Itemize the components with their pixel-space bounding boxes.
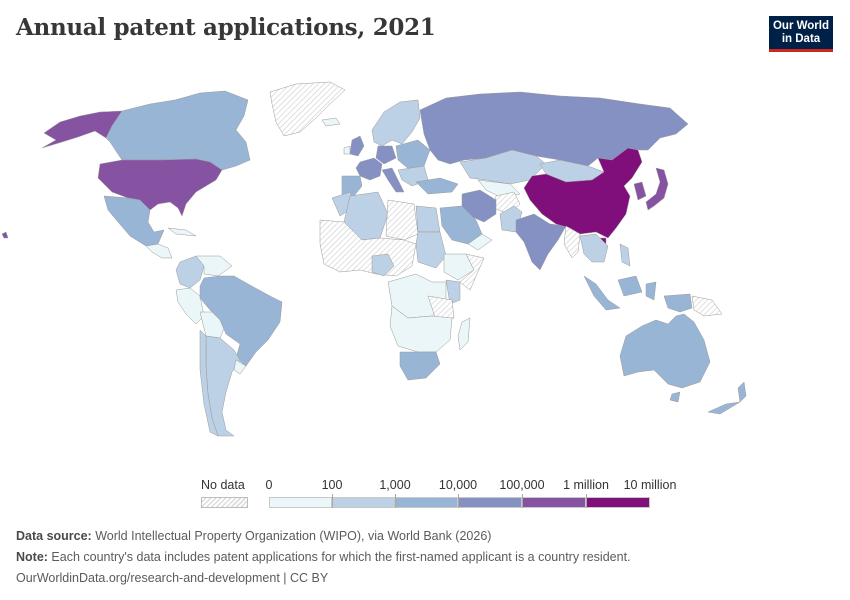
country-libya[interactable] xyxy=(385,199,419,241)
country-nigeria[interactable] xyxy=(371,253,395,277)
country-hawaii[interactable] xyxy=(1,231,9,239)
legend-no-data-swatch[interactable] xyxy=(201,497,248,508)
country-chile[interactable] xyxy=(199,329,219,437)
legend-tick xyxy=(522,494,523,508)
legend-tick-label: 1 million xyxy=(563,478,609,492)
chart-title: Annual patent applications, 2021 xyxy=(16,14,436,41)
owid-logo[interactable]: Our World in Data xyxy=(769,16,833,52)
country-new-zealand[interactable] xyxy=(707,381,747,415)
legend-bin-1000-10000[interactable] xyxy=(395,497,458,508)
country-tasmania[interactable] xyxy=(669,391,681,403)
legend-tick-label: 10 million xyxy=(623,478,677,492)
country-southern-africa[interactable] xyxy=(389,305,453,353)
country-italy[interactable] xyxy=(381,167,405,193)
country-philippines[interactable] xyxy=(619,243,631,267)
color-legend: No data 0 100 1,000 10,000 100,000 1 mil… xyxy=(0,478,850,514)
country-thailand-indochina[interactable] xyxy=(579,233,609,263)
country-australia[interactable] xyxy=(619,313,711,389)
legend-tick xyxy=(332,494,333,508)
legend-tick xyxy=(586,494,587,508)
country-canada[interactable] xyxy=(105,90,251,171)
legend-bin-0-100[interactable] xyxy=(269,497,332,508)
note-line: Note: Each country's data includes paten… xyxy=(16,550,631,564)
country-korea[interactable] xyxy=(633,181,647,201)
country-ethiopia[interactable] xyxy=(443,253,475,281)
country-france[interactable] xyxy=(355,157,383,181)
country-spain[interactable] xyxy=(341,175,363,197)
country-egypt[interactable] xyxy=(415,205,441,233)
country-iceland[interactable] xyxy=(321,117,341,127)
country-turkey[interactable] xyxy=(415,177,459,195)
country-united-states[interactable] xyxy=(97,158,223,217)
country-kazakhstan[interactable] xyxy=(459,149,547,185)
country-indonesia[interactable] xyxy=(583,275,693,313)
country-germany[interactable] xyxy=(375,145,397,165)
logo-line-2: in Data xyxy=(781,33,821,45)
country-japan[interactable] xyxy=(645,167,669,211)
world-map xyxy=(1,81,747,437)
country-greenland[interactable] xyxy=(269,81,346,137)
country-india[interactable] xyxy=(515,213,567,271)
legend-tick xyxy=(458,494,459,508)
data-source-line: Data source: World Intellectual Property… xyxy=(16,529,491,543)
country-russia[interactable] xyxy=(419,91,689,167)
note-text: Each country's data includes patent appl… xyxy=(47,550,631,564)
country-central-america[interactable] xyxy=(145,243,173,259)
country-mexico[interactable] xyxy=(103,195,165,247)
legend-bin-100000-1m[interactable] xyxy=(522,497,586,508)
legend-bin-10000-100000[interactable] xyxy=(458,497,522,508)
country-china[interactable] xyxy=(523,147,643,239)
data-source-label: Data source: xyxy=(16,529,92,543)
logo-line-1: Our World xyxy=(772,20,829,32)
country-somalia[interactable] xyxy=(459,253,485,291)
country-kenya[interactable] xyxy=(445,279,461,305)
legend-tick-label: 0 xyxy=(265,478,273,492)
legend-bin-100-1000[interactable] xyxy=(332,497,395,508)
legend-tick-label: 1,000 xyxy=(379,478,411,492)
legend-tick-label: 10,000 xyxy=(438,478,478,492)
legend-bin-1m-10m[interactable] xyxy=(586,497,650,508)
country-ireland[interactable] xyxy=(343,145,351,155)
data-source-text: World Intellectual Property Organization… xyxy=(91,529,492,543)
country-norway-sweden-finland[interactable] xyxy=(371,99,421,147)
country-south-africa[interactable] xyxy=(399,351,441,381)
legend-tick-label: 100 xyxy=(321,478,343,492)
country-madagascar[interactable] xyxy=(457,317,471,351)
note-label: Note: xyxy=(16,550,48,564)
country-uk[interactable] xyxy=(349,135,365,157)
country-poland-eastern-europe[interactable] xyxy=(395,139,431,171)
legend-tick xyxy=(395,494,396,508)
legend-tick-label: 100,000 xyxy=(499,478,545,492)
legend-no-data-label: No data xyxy=(201,478,245,492)
country-tanzania[interactable] xyxy=(427,295,455,321)
country-png[interactable] xyxy=(691,295,723,317)
country-yemen-oman[interactable] xyxy=(467,233,493,251)
country-peru[interactable] xyxy=(175,287,205,325)
source-url-link[interactable]: OurWorldinData.org/research-and-developm… xyxy=(16,571,329,585)
country-myanmar-mainland-sea[interactable] xyxy=(563,225,581,259)
country-sudan[interactable] xyxy=(415,231,447,269)
country-cuba[interactable] xyxy=(167,227,197,237)
country-uruguay[interactable] xyxy=(233,359,247,375)
country-brazil[interactable] xyxy=(199,275,283,367)
